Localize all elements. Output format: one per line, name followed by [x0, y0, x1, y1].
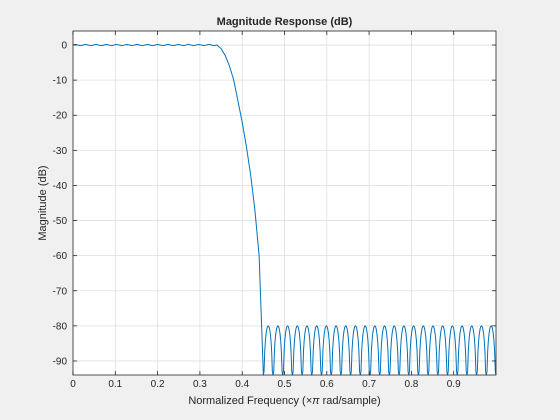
x-axis-label-open: ( — [302, 395, 306, 407]
x-tick-label: 0.6 — [320, 379, 334, 390]
curve-layer — [72, 44, 497, 376]
magnitude-response-line — [72, 44, 497, 376]
x-tick-label: 0.5 — [278, 379, 292, 390]
y-tick-label: -50 — [53, 216, 68, 227]
y-tick-label: -20 — [53, 111, 68, 122]
x-axis-label: Normalized Frequency (×π rad/sample) — [188, 395, 380, 407]
y-tick-label: -60 — [53, 251, 68, 262]
y-tick-label: -90 — [53, 356, 68, 367]
x-tick-labels: 0 0.1 0.2 0.3 0.4 0.5 0.6 0.7 0.8 0.9 — [70, 379, 461, 390]
y-tick-label: -30 — [53, 146, 68, 157]
x-tick-label: 0.9 — [447, 379, 461, 390]
x-tick-label: 0.8 — [404, 379, 418, 390]
grid — [72, 31, 496, 375]
chart-title: Magnitude Response (dB) — [217, 16, 353, 28]
y-axis-label: Magnitude (dB) — [37, 165, 49, 240]
y-tick-label: -70 — [53, 286, 68, 297]
x-axis-label-unit: rad/sample) — [323, 395, 381, 407]
y-tick-label: -80 — [53, 321, 68, 332]
x-tick-label: 0 — [70, 379, 76, 390]
y-tick-label: -10 — [53, 76, 68, 87]
x-tick-label: 0.1 — [108, 379, 122, 390]
y-tick-labels: 0 -10 -20 -30 -40 -50 -60 -70 -80 -90 — [53, 41, 68, 368]
x-tick-label: 0.7 — [362, 379, 376, 390]
x-axis-label-symbol: ×π — [306, 395, 320, 407]
x-tick-label: 0.2 — [151, 379, 165, 390]
y-tick-label: -40 — [53, 181, 68, 192]
x-tick-label: 0.4 — [235, 379, 249, 390]
y-tick-label: 0 — [61, 41, 67, 52]
x-tick-label: 0.3 — [193, 379, 207, 390]
ticks — [72, 31, 496, 375]
x-axis-label-name: Normalized Frequency — [188, 395, 299, 407]
